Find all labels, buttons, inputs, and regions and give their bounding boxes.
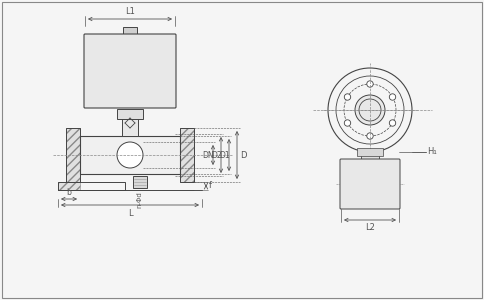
Bar [58,182,80,190]
Bar [180,128,194,182]
Text: f: f [209,182,212,190]
Bar [80,136,180,174]
Circle shape [352,166,357,171]
Text: n-Φd: n-Φd [136,191,142,208]
Text: H₁: H₁ [427,148,437,157]
Bar [66,128,80,182]
Circle shape [352,197,357,202]
Circle shape [389,120,396,126]
Text: D: D [240,151,246,160]
Bar [133,176,147,188]
Circle shape [367,133,373,139]
Circle shape [389,94,396,100]
Circle shape [344,94,351,100]
Text: DN: DN [202,151,214,160]
FancyBboxPatch shape [84,34,176,108]
Circle shape [383,166,388,171]
Text: D2: D2 [212,151,222,160]
Circle shape [357,171,383,197]
Bar [122,114,138,136]
Bar [66,128,80,182]
Text: L2: L2 [365,223,375,232]
Bar [180,128,194,182]
Circle shape [367,81,373,87]
Bar [365,152,375,160]
Bar [123,27,137,35]
Bar [357,148,383,156]
Circle shape [344,120,351,126]
Text: L1: L1 [125,7,135,16]
Circle shape [117,142,143,168]
FancyBboxPatch shape [340,159,400,209]
Text: L: L [128,209,132,218]
Circle shape [383,197,388,202]
Text: D1: D1 [219,151,230,160]
Text: b: b [67,188,72,197]
Bar [117,109,143,119]
Bar [361,154,379,160]
Circle shape [355,95,385,125]
Bar [58,182,125,190]
